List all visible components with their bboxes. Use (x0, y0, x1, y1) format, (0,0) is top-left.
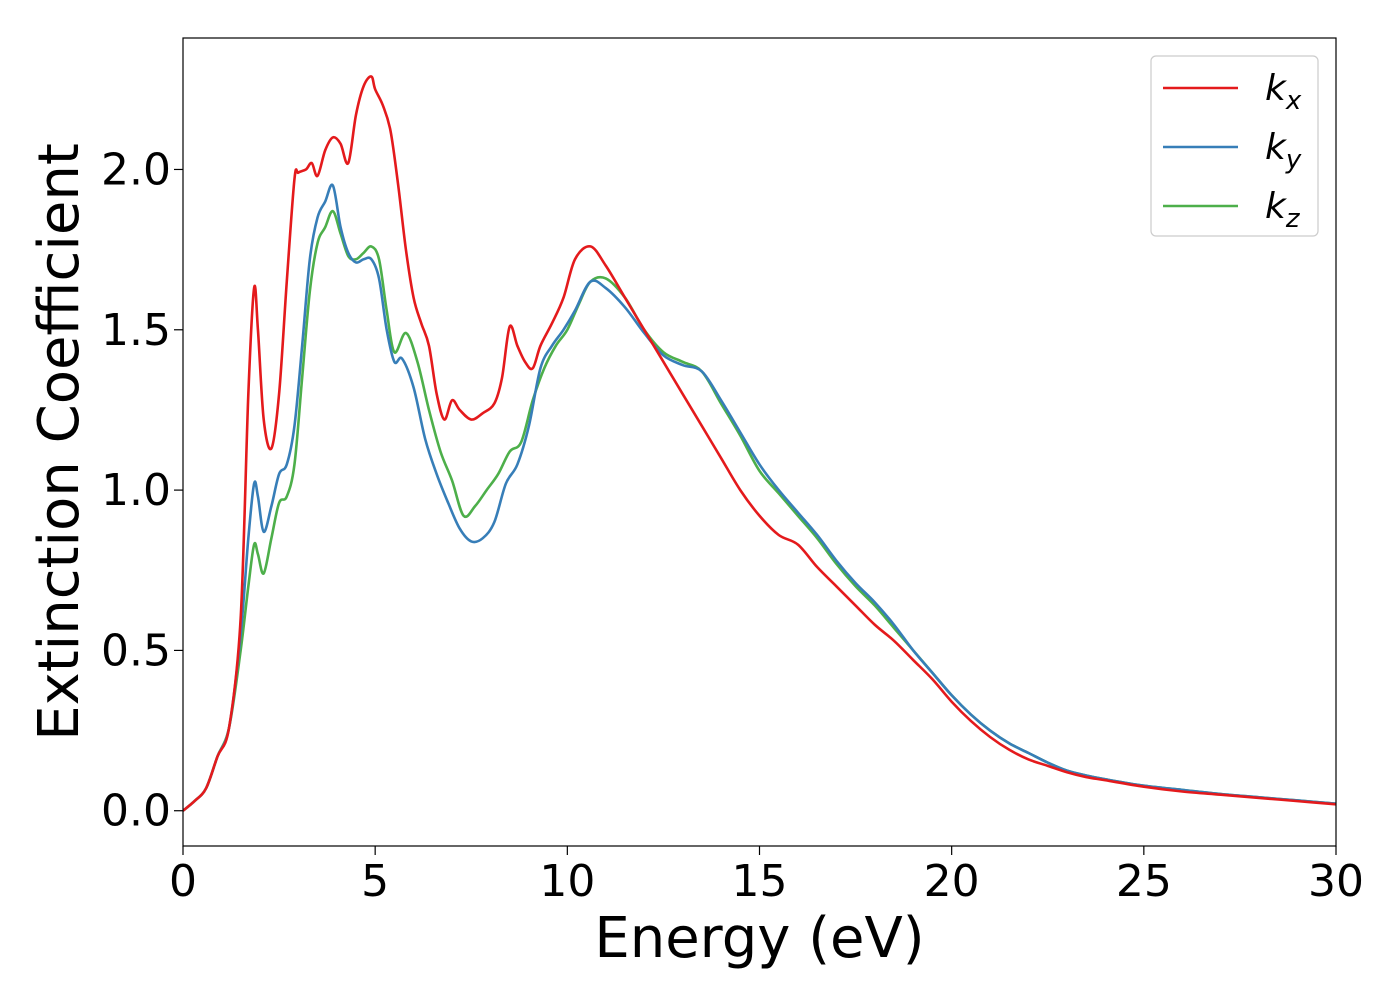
x-tick-label: 30 (1308, 856, 1364, 907)
legend-label-kz: kz (1265, 186, 1301, 234)
x-axis: 0 5 10 15 20 25 30 (169, 846, 1364, 907)
series-line-kx (183, 75, 1336, 812)
y-axis: 0.0 0.5 1.0 1.5 2.0 (101, 144, 183, 837)
legend: kx ky kz (1150, 55, 1319, 237)
x-tick-label: 15 (732, 856, 788, 907)
legend-label-ky: ky (1265, 127, 1302, 175)
legend-label-kx: kx (1265, 68, 1302, 116)
y-tick-label: 1.5 (101, 305, 171, 356)
y-tick-label: 1.0 (101, 465, 171, 516)
y-axis-title: Extinction Coefficient (27, 143, 92, 741)
x-tick-label: 25 (1116, 856, 1172, 907)
series-layer (183, 75, 1336, 812)
x-tick-label: 5 (361, 856, 389, 907)
y-tick-label: 2.0 (101, 144, 171, 195)
series-line-ky (183, 183, 1336, 812)
y-tick-label: 0.5 (101, 625, 171, 676)
y-tick-label: 0.0 (101, 786, 171, 837)
x-axis-title: Energy (eV) (594, 906, 924, 971)
x-tick-label: 20 (924, 856, 980, 907)
x-tick-label: 10 (539, 856, 595, 907)
x-tick-label: 0 (169, 856, 197, 907)
